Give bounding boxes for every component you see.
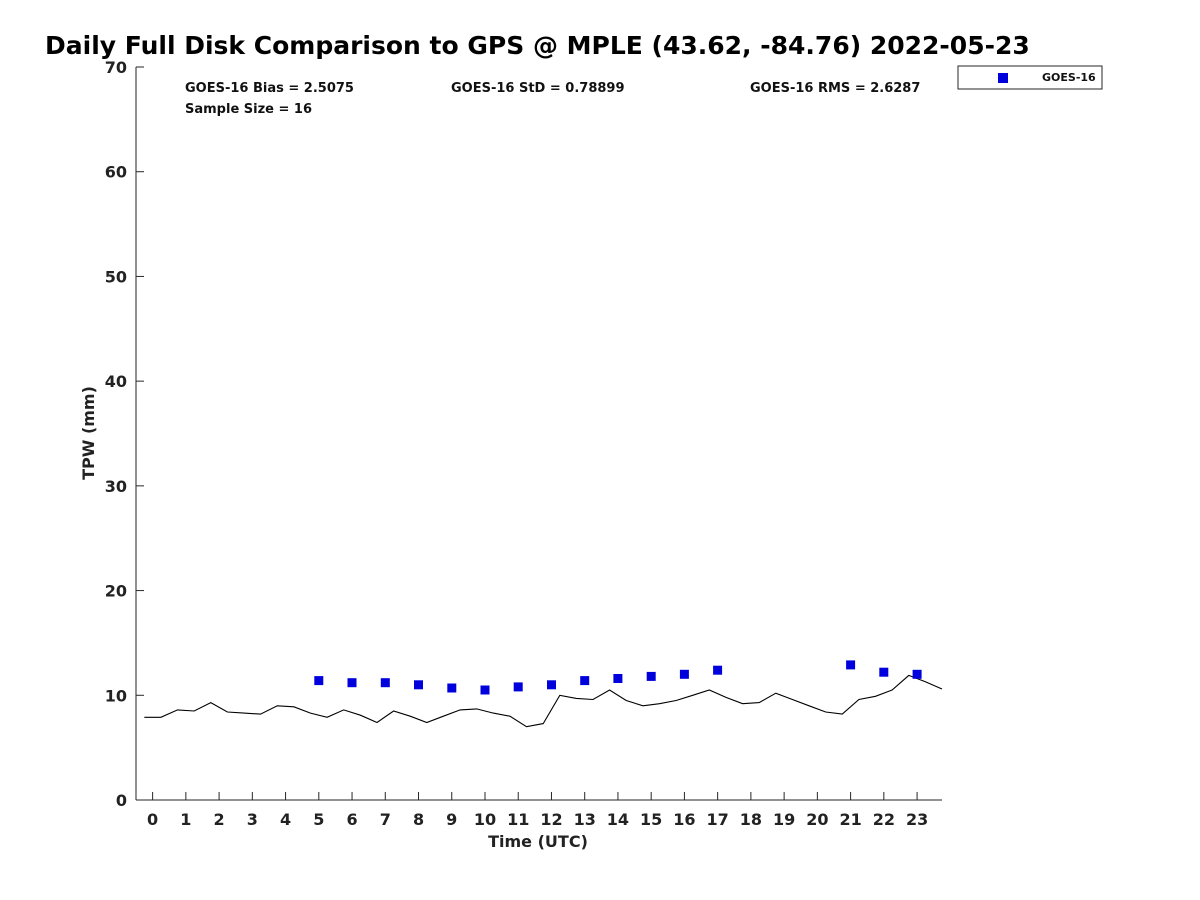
x-tick-label: 1 xyxy=(180,810,191,829)
y-tick-label: 40 xyxy=(105,372,127,391)
x-tick-label: 18 xyxy=(740,810,762,829)
goes16-data-point xyxy=(613,674,623,683)
y-tick-label: 60 xyxy=(105,163,127,182)
x-tick-label: 7 xyxy=(380,810,391,829)
x-tick-label: 5 xyxy=(313,810,324,829)
x-ticks: 0 1 2 3 4 5 6 7 8 9 10 11 12 13 14 15 16 17 18 19 20 21 22 23 xyxy=(147,792,928,829)
x-tick-label: 2 xyxy=(214,810,225,829)
x-tick-label: 10 xyxy=(474,810,496,829)
legend-marker-square xyxy=(998,73,1008,83)
x-tick-label: 12 xyxy=(540,810,562,829)
gps-line-series xyxy=(144,674,943,728)
x-tick-label: 9 xyxy=(446,810,457,829)
x-tick-label: 6 xyxy=(346,810,357,829)
legend: GOES-16 xyxy=(957,65,1103,90)
x-tick-label: 16 xyxy=(673,810,695,829)
rms-stat: GOES-16 RMS = 2.6287 xyxy=(750,81,920,96)
goes16-data-point xyxy=(347,678,357,688)
goes16-data-point xyxy=(314,676,324,686)
x-tick-label: 11 xyxy=(507,810,529,829)
goes16-data-point xyxy=(580,676,590,686)
x-tick-label: 19 xyxy=(773,810,795,829)
x-tick-label: 17 xyxy=(707,810,729,829)
y-tick-label: 30 xyxy=(105,477,127,496)
goes16-data-point xyxy=(547,680,556,690)
std-stat: GOES-16 StD = 0.78899 xyxy=(451,81,625,96)
x-tick-label: 8 xyxy=(413,810,424,829)
goes16-data-point xyxy=(414,680,423,690)
x-tick-label: 20 xyxy=(806,810,828,829)
y-tick-label: 50 xyxy=(105,267,127,286)
y-ticks: 0 10 20 30 40 50 60 70 xyxy=(105,58,144,810)
bias-stat: GOES-16 Bias = 2.5075 xyxy=(185,81,354,96)
goes16-data-point xyxy=(513,682,523,692)
x-tick-label: 22 xyxy=(873,810,895,829)
goes16-data-point xyxy=(447,683,457,693)
x-tick-label: 21 xyxy=(839,810,861,829)
goes16-data-point xyxy=(480,685,490,695)
goes16-data-point xyxy=(912,669,922,679)
goes16-data-point xyxy=(846,660,856,670)
goes16-data-point xyxy=(380,678,390,688)
goes16-data-point xyxy=(713,665,723,675)
legend-label: GOES-16 xyxy=(1042,71,1096,84)
x-tick-label: 3 xyxy=(247,810,258,829)
goes16-data-point xyxy=(646,671,656,681)
chart-title: Daily Full Disk Comparison to GPS @ MPLE… xyxy=(45,31,1030,60)
x-tick-label: 13 xyxy=(574,810,596,829)
y-tick-label: 0 xyxy=(116,791,127,810)
sample-size-stat: Sample Size = 16 xyxy=(185,102,312,117)
goes16-data-point xyxy=(879,667,889,677)
x-tick-label: 23 xyxy=(906,810,928,829)
gps-tpw-line xyxy=(144,674,943,728)
x-tick-label: 4 xyxy=(280,810,291,829)
goes16-data-point xyxy=(679,669,689,679)
y-tick-label: 10 xyxy=(105,686,127,705)
goes16-scatter-series xyxy=(314,660,922,695)
x-axis-label: Time (UTC) xyxy=(488,832,588,851)
y-tick-label: 20 xyxy=(105,582,127,601)
x-tick-label: 14 xyxy=(607,810,629,829)
y-tick-label: 70 xyxy=(105,58,127,77)
x-tick-label: 0 xyxy=(147,810,158,829)
x-tick-label: 15 xyxy=(640,810,662,829)
plot-frame xyxy=(135,67,942,801)
y-axis-label: TPW (mm) xyxy=(79,386,98,480)
legend-box xyxy=(957,65,1103,90)
